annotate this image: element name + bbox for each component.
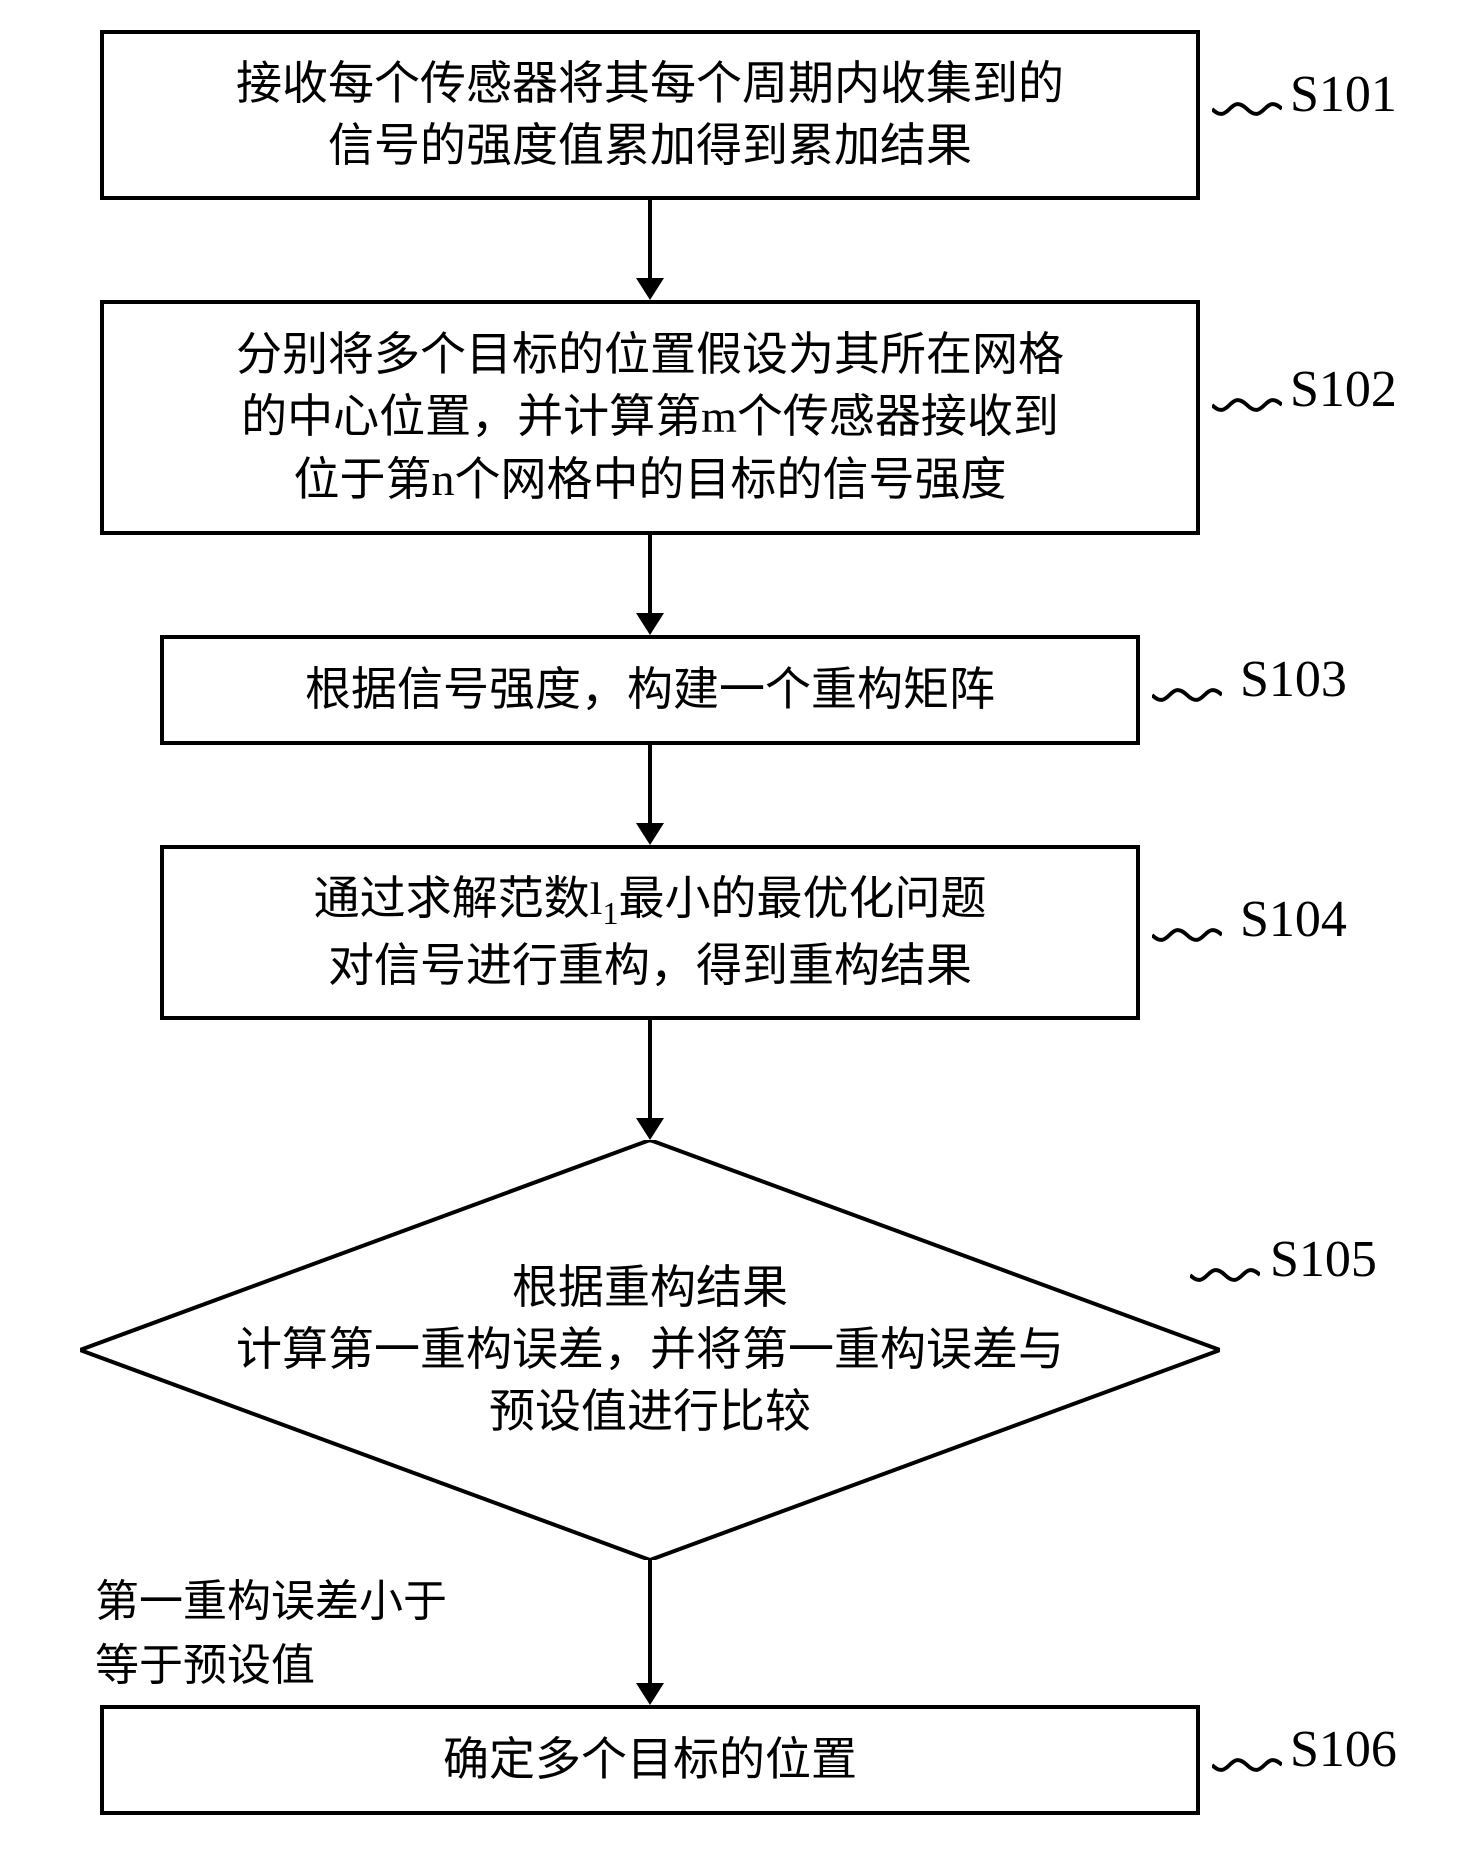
curve-connector-icon <box>1212 388 1282 422</box>
step-s106-label: S106 <box>1290 1720 1397 1779</box>
arrow-line <box>648 1560 652 1685</box>
branch-condition-text: 第一重构误差小于等于预设值 <box>95 1565 447 1693</box>
step-s103-label: S103 <box>1240 650 1347 709</box>
curve-connector-icon <box>1212 92 1282 126</box>
arrow-line <box>648 200 652 280</box>
step-s104-box: 通过求解范数l1最小的最优化问题对信号进行重构，得到重构结果 <box>160 845 1140 1020</box>
arrow-head-icon <box>636 1118 664 1140</box>
step-s101-label: S101 <box>1290 65 1397 124</box>
curve-connector-icon <box>1152 678 1222 712</box>
step-s105-diamond: 根据重构结果计算第一重构误差，并将第一重构误差与预设值进行比较 <box>80 1140 1220 1560</box>
step-s102-label: S102 <box>1290 360 1397 419</box>
step-s106-box: 确定多个目标的位置 <box>100 1705 1200 1815</box>
arrow-head-icon <box>636 823 664 845</box>
arrow-line <box>648 745 652 825</box>
arrow-line <box>648 1020 652 1120</box>
curve-connector-icon <box>1190 1258 1260 1292</box>
arrow-head-icon <box>636 1683 664 1705</box>
arrow-head-icon <box>636 613 664 635</box>
step-s102-box: 分别将多个目标的位置假设为其所在网格的中心位置，并计算第m个传感器接收到位于第n… <box>100 300 1200 535</box>
step-s101-box: 接收每个传感器将其每个周期内收集到的信号的强度值累加得到累加结果 <box>100 30 1200 200</box>
step-s104-label: S104 <box>1240 890 1347 949</box>
curve-connector-icon <box>1212 1748 1282 1782</box>
step-s106-text: 确定多个目标的位置 <box>443 1729 857 1791</box>
step-s105-text: 根据重构结果计算第一重构误差，并将第一重构误差与预设值进行比较 <box>236 1257 1064 1443</box>
step-s103-box: 根据信号强度，构建一个重构矩阵 <box>160 635 1140 745</box>
step-s101-text: 接收每个传感器将其每个周期内收集到的信号的强度值累加得到累加结果 <box>236 53 1064 177</box>
flowchart-canvas: 接收每个传感器将其每个周期内收集到的信号的强度值累加得到累加结果 S101 分别… <box>0 0 1478 1865</box>
step-s103-text: 根据信号强度，构建一个重构矩阵 <box>305 659 995 721</box>
arrow-line <box>648 535 652 615</box>
arrow-head-icon <box>636 278 664 300</box>
step-s102-text: 分别将多个目标的位置假设为其所在网格的中心位置，并计算第m个传感器接收到位于第n… <box>236 324 1064 510</box>
step-s105-label: S105 <box>1270 1230 1377 1289</box>
curve-connector-icon <box>1152 918 1222 952</box>
step-s104-text: 通过求解范数l1最小的最优化问题对信号进行重构，得到重构结果 <box>314 868 987 998</box>
